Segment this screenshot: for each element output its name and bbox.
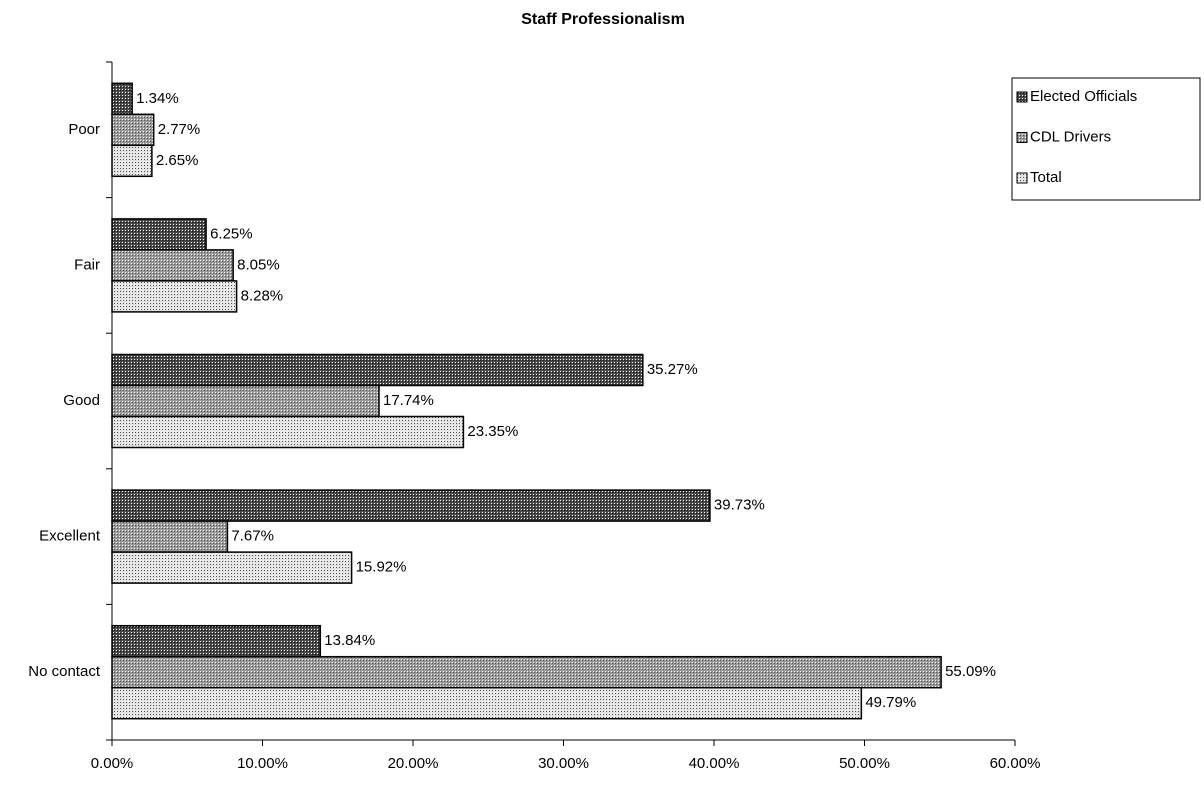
data-label: 35.27% (647, 361, 698, 378)
y-tick-label: Good (63, 392, 100, 409)
y-tick-label: Poor (68, 121, 100, 138)
bar (111, 686, 863, 720)
bar (111, 280, 238, 313)
bar (111, 113, 155, 147)
bar (111, 353, 644, 387)
y-tick-label: Excellent (39, 528, 101, 545)
data-label: 7.67% (231, 528, 274, 545)
bar (111, 144, 153, 178)
bar (111, 624, 322, 658)
legend-box (1011, 77, 1201, 201)
data-label: 2.65% (156, 152, 199, 169)
bar (111, 551, 353, 584)
legend-label: CDL Drivers (1030, 128, 1111, 145)
x-tick-label: 20.00% (388, 755, 439, 772)
data-label: 8.28% (241, 287, 284, 304)
data-label: 23.35% (467, 423, 518, 440)
data-label: 17.74% (383, 392, 434, 409)
bar (111, 82, 133, 116)
chart-title: Staff Professionalism (521, 11, 685, 28)
x-tick-label: 40.00% (689, 755, 740, 772)
x-tick-label: 30.00% (538, 755, 589, 772)
data-label: 13.84% (324, 632, 375, 649)
legend-label: Elected Officials (1030, 88, 1137, 105)
legend-swatch (1016, 91, 1028, 103)
y-tick-label: No contact (28, 663, 101, 680)
data-label: 49.79% (865, 694, 916, 711)
legend-label: Total (1030, 169, 1062, 186)
y-tick-label: Fair (74, 256, 100, 273)
legend-swatch (1016, 132, 1028, 143)
data-label: 8.05% (237, 256, 280, 273)
bar (111, 520, 229, 553)
data-label: 2.77% (158, 121, 201, 138)
data-label: 15.92% (356, 559, 407, 576)
data-label: 1.34% (136, 90, 179, 107)
bar (111, 249, 234, 282)
bar (111, 384, 380, 418)
x-tick-label: 10.00% (237, 755, 288, 772)
data-label: 55.09% (945, 663, 996, 680)
x-tick-label: 50.00% (839, 755, 890, 772)
bar (111, 655, 942, 689)
bar (111, 415, 465, 449)
legend-swatch (1016, 172, 1028, 184)
x-tick-label: 0.00% (91, 755, 134, 772)
data-label: 6.25% (210, 225, 253, 242)
x-tick-label: 60.00% (990, 755, 1041, 772)
bar (111, 218, 207, 251)
data-label: 39.73% (714, 497, 765, 514)
bar (111, 489, 711, 522)
